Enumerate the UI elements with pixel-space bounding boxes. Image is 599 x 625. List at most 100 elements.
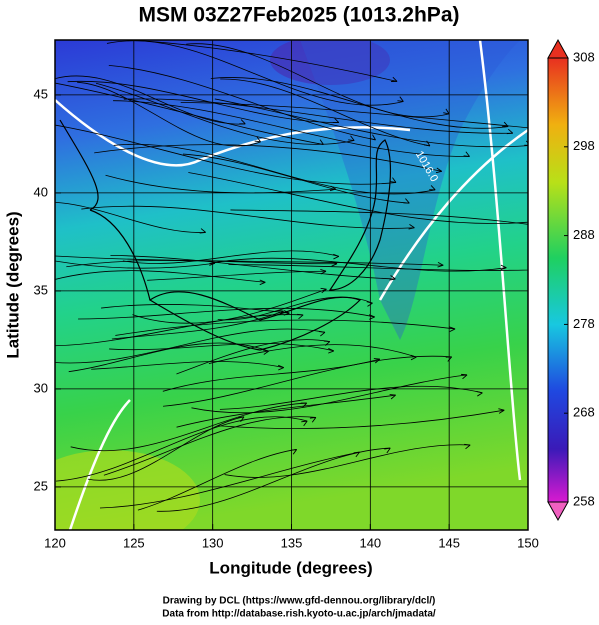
y-axis-label: Latitude (degrees) [3,211,22,358]
streamline [55,255,444,266]
streamline [55,270,266,283]
streamline [55,124,397,185]
streamline [95,82,355,145]
streamline [176,339,330,375]
streamline [66,260,338,268]
streamline-arrow [443,108,450,115]
streamline [91,361,284,370]
x-tick-label: 130 [202,535,224,550]
x-tick-label: 140 [359,535,381,550]
streamline [108,64,376,141]
streamline-arrow [391,76,398,82]
streamline [156,447,391,512]
streamline [132,40,398,82]
streamline-arrow [199,228,206,234]
streamline-arrow [259,279,266,286]
streamline [111,310,284,340]
streamline-arrow [445,356,453,362]
map-title: MSM 03Z27Feb2025 (1013.2hPa) [139,4,460,27]
streamline-arrow [594,264,599,269]
coastline [328,139,392,291]
streamline [55,201,206,233]
streamline [123,98,513,134]
streamline [78,307,375,320]
streamline-arrow [538,125,544,130]
streamline [103,416,316,476]
streamline-arrow [332,117,340,124]
streamline-arrow [331,261,338,267]
y-tick-label: 30 [34,380,48,395]
streamline [228,264,528,271]
streamline [132,288,327,324]
streamline-arrow [429,185,436,191]
streamline [214,98,528,148]
streamline [220,78,430,147]
y-tick-label: 25 [34,478,48,493]
streamline-arrow [500,264,507,271]
x-axis-label: Longitude (degrees) [209,558,372,577]
streamline-arrow [373,358,381,364]
streamline [110,254,396,280]
streamline-arrow [262,349,270,355]
streamline [87,416,245,481]
streamline-arrow [384,447,391,454]
streamline-arrow [323,340,331,346]
streamline [224,444,471,478]
colorbar-tick-label: 278 [573,316,595,331]
streamline-arrow [464,443,471,450]
x-tick-label: 150 [517,535,539,550]
streamline-arrow [506,128,514,135]
streamline-arrow [463,151,470,157]
coastline [59,119,151,301]
streamline-arrow [397,96,404,102]
y-tick-label: 40 [34,184,48,199]
land-cold [300,40,520,340]
colorbar-tick-label: 258 [573,493,595,508]
streamline-arrow [389,275,396,281]
streamline-arrow [333,253,340,260]
x-tick-label: 120 [44,535,66,550]
colorbar-tick-label: 308 [573,49,595,64]
streamline-arrow [461,373,468,380]
streamline [208,344,417,364]
streamline [101,304,290,314]
plot-area: 1016.0 [55,40,599,530]
colorbar-tick-label: 268 [573,405,595,420]
streamline [115,319,456,336]
streamline-arrow [403,198,410,204]
streamline-arrow [329,185,336,192]
y-tick-label: 45 [34,86,48,101]
streamline-arrow [237,416,245,422]
streamline [55,328,326,364]
streamline [77,81,261,147]
y-tick-label: 35 [34,282,48,297]
streamline [55,416,308,482]
streamline [68,342,269,373]
streamline-arrow [254,136,261,143]
credit: Drawing by DCL (https://www.gfd-dennou.o… [163,596,436,607]
streamline [105,174,336,194]
x-tick-label: 135 [281,535,303,550]
isobar [55,40,528,530]
streamline [182,153,410,204]
credit: Data from http://database.rish.kyoto-u.a… [162,609,436,620]
streamline-arrow [498,408,505,414]
streamlines [55,40,599,512]
streamline [209,257,507,272]
x-tick-label: 125 [123,535,145,550]
streamline [55,75,246,125]
streamline [137,449,297,511]
streamline [122,250,339,264]
streamline [210,77,509,129]
streamline-arrow [435,167,443,174]
streamline-arrow [410,354,417,361]
colorbar-tick-label: 288 [573,227,595,242]
streamline [217,409,505,429]
x-tick-label: 145 [438,535,460,550]
streamline [109,343,334,352]
streamline-arrow [318,331,326,337]
streamline [217,296,373,321]
colorbar-extend-max [547,38,569,59]
streamline-arrow [297,313,304,320]
